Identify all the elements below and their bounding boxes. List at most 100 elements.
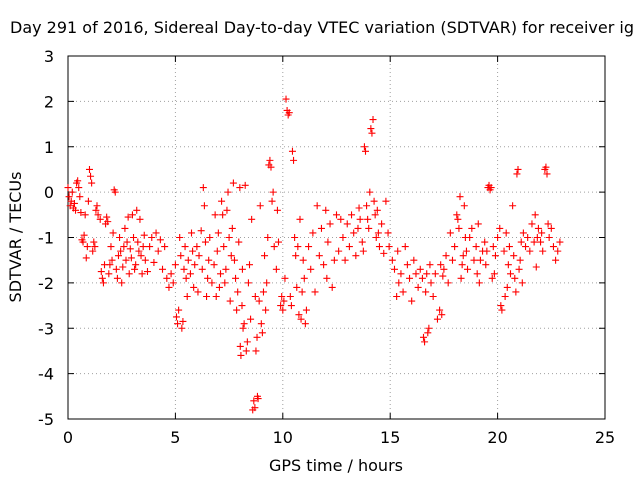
chart-title: Day 291 of 2016, Sidereal Day-to-day VTE… bbox=[10, 18, 634, 37]
data-point bbox=[197, 227, 205, 235]
data-point bbox=[543, 170, 551, 178]
data-point bbox=[456, 193, 464, 201]
data-point bbox=[313, 202, 321, 210]
data-point bbox=[220, 243, 228, 251]
data-point bbox=[103, 213, 111, 221]
data-point bbox=[330, 256, 338, 264]
data-point bbox=[111, 188, 119, 196]
data-point bbox=[126, 245, 134, 253]
data-point bbox=[92, 206, 100, 214]
data-point bbox=[293, 283, 301, 291]
data-point bbox=[96, 215, 104, 223]
data-point bbox=[182, 274, 190, 282]
data-point bbox=[506, 270, 514, 278]
data-point bbox=[175, 306, 183, 314]
data-point bbox=[373, 206, 381, 214]
data-point bbox=[244, 279, 252, 287]
data-point bbox=[514, 165, 522, 173]
data-point bbox=[113, 274, 121, 282]
data-point bbox=[178, 324, 186, 332]
data-point bbox=[210, 261, 218, 269]
data-point bbox=[356, 215, 364, 223]
data-point bbox=[476, 256, 484, 264]
data-point bbox=[65, 193, 73, 201]
data-point bbox=[91, 243, 99, 251]
data-point bbox=[416, 265, 424, 273]
data-point bbox=[203, 292, 211, 300]
data-point bbox=[425, 324, 433, 332]
data-point bbox=[337, 215, 345, 223]
data-point bbox=[215, 283, 223, 291]
data-point bbox=[90, 238, 98, 246]
data-point bbox=[263, 279, 271, 287]
data-point bbox=[406, 274, 414, 282]
data-point bbox=[364, 215, 372, 223]
data-point bbox=[234, 288, 242, 296]
y-tick-label: -5 bbox=[38, 410, 54, 429]
data-point bbox=[206, 234, 214, 241]
data-point bbox=[483, 247, 491, 255]
data-point bbox=[299, 256, 307, 264]
data-point bbox=[436, 306, 444, 314]
data-point bbox=[491, 252, 499, 260]
data-point bbox=[139, 243, 147, 251]
data-point bbox=[286, 292, 294, 300]
data-point bbox=[359, 247, 367, 255]
data-point bbox=[468, 224, 476, 232]
data-point bbox=[294, 243, 302, 251]
data-point bbox=[460, 202, 468, 210]
data-point bbox=[481, 238, 489, 246]
data-point bbox=[498, 306, 506, 314]
data-point bbox=[354, 224, 362, 232]
data-point bbox=[545, 234, 553, 241]
data-point bbox=[309, 229, 317, 237]
data-point bbox=[114, 252, 122, 260]
data-point bbox=[537, 238, 545, 246]
axis-ticks bbox=[67, 55, 606, 420]
data-point bbox=[219, 211, 227, 219]
data-point bbox=[341, 256, 349, 264]
data-point bbox=[119, 263, 127, 271]
data-point bbox=[459, 252, 467, 260]
data-point bbox=[132, 261, 140, 269]
data-point bbox=[419, 333, 427, 341]
data-point bbox=[176, 234, 184, 241]
data-point bbox=[264, 234, 272, 241]
data-point bbox=[270, 243, 278, 251]
data-point bbox=[372, 234, 380, 241]
x-tick-label: 25 bbox=[595, 428, 615, 447]
data-point bbox=[140, 231, 148, 239]
data-point bbox=[390, 265, 398, 273]
data-point bbox=[505, 243, 513, 251]
data-point bbox=[317, 224, 325, 232]
data-point bbox=[451, 243, 459, 251]
data-point bbox=[296, 215, 304, 223]
data-point bbox=[322, 206, 330, 214]
data-point bbox=[361, 147, 369, 155]
data-point bbox=[195, 252, 203, 260]
data-point bbox=[124, 213, 132, 221]
data-point bbox=[104, 218, 112, 226]
data-point bbox=[462, 247, 470, 255]
data-point bbox=[80, 231, 88, 239]
data-point bbox=[93, 202, 101, 210]
data-point bbox=[487, 184, 495, 192]
data-point bbox=[135, 247, 143, 255]
data-point bbox=[174, 320, 182, 328]
data-point bbox=[235, 238, 243, 246]
data-point bbox=[98, 274, 106, 282]
data-point bbox=[131, 265, 139, 273]
data-point bbox=[171, 261, 179, 269]
data-point bbox=[258, 329, 266, 337]
data-point bbox=[214, 229, 222, 237]
y-tick-label: 2 bbox=[44, 92, 54, 111]
data-point bbox=[442, 252, 450, 260]
data-point bbox=[137, 252, 145, 260]
data-point bbox=[238, 265, 246, 273]
data-point bbox=[230, 256, 238, 264]
x-axis-label: GPS time / hours bbox=[269, 456, 403, 475]
data-point bbox=[211, 211, 219, 219]
data-point bbox=[107, 243, 115, 251]
data-point bbox=[201, 238, 209, 246]
data-point bbox=[490, 270, 498, 278]
